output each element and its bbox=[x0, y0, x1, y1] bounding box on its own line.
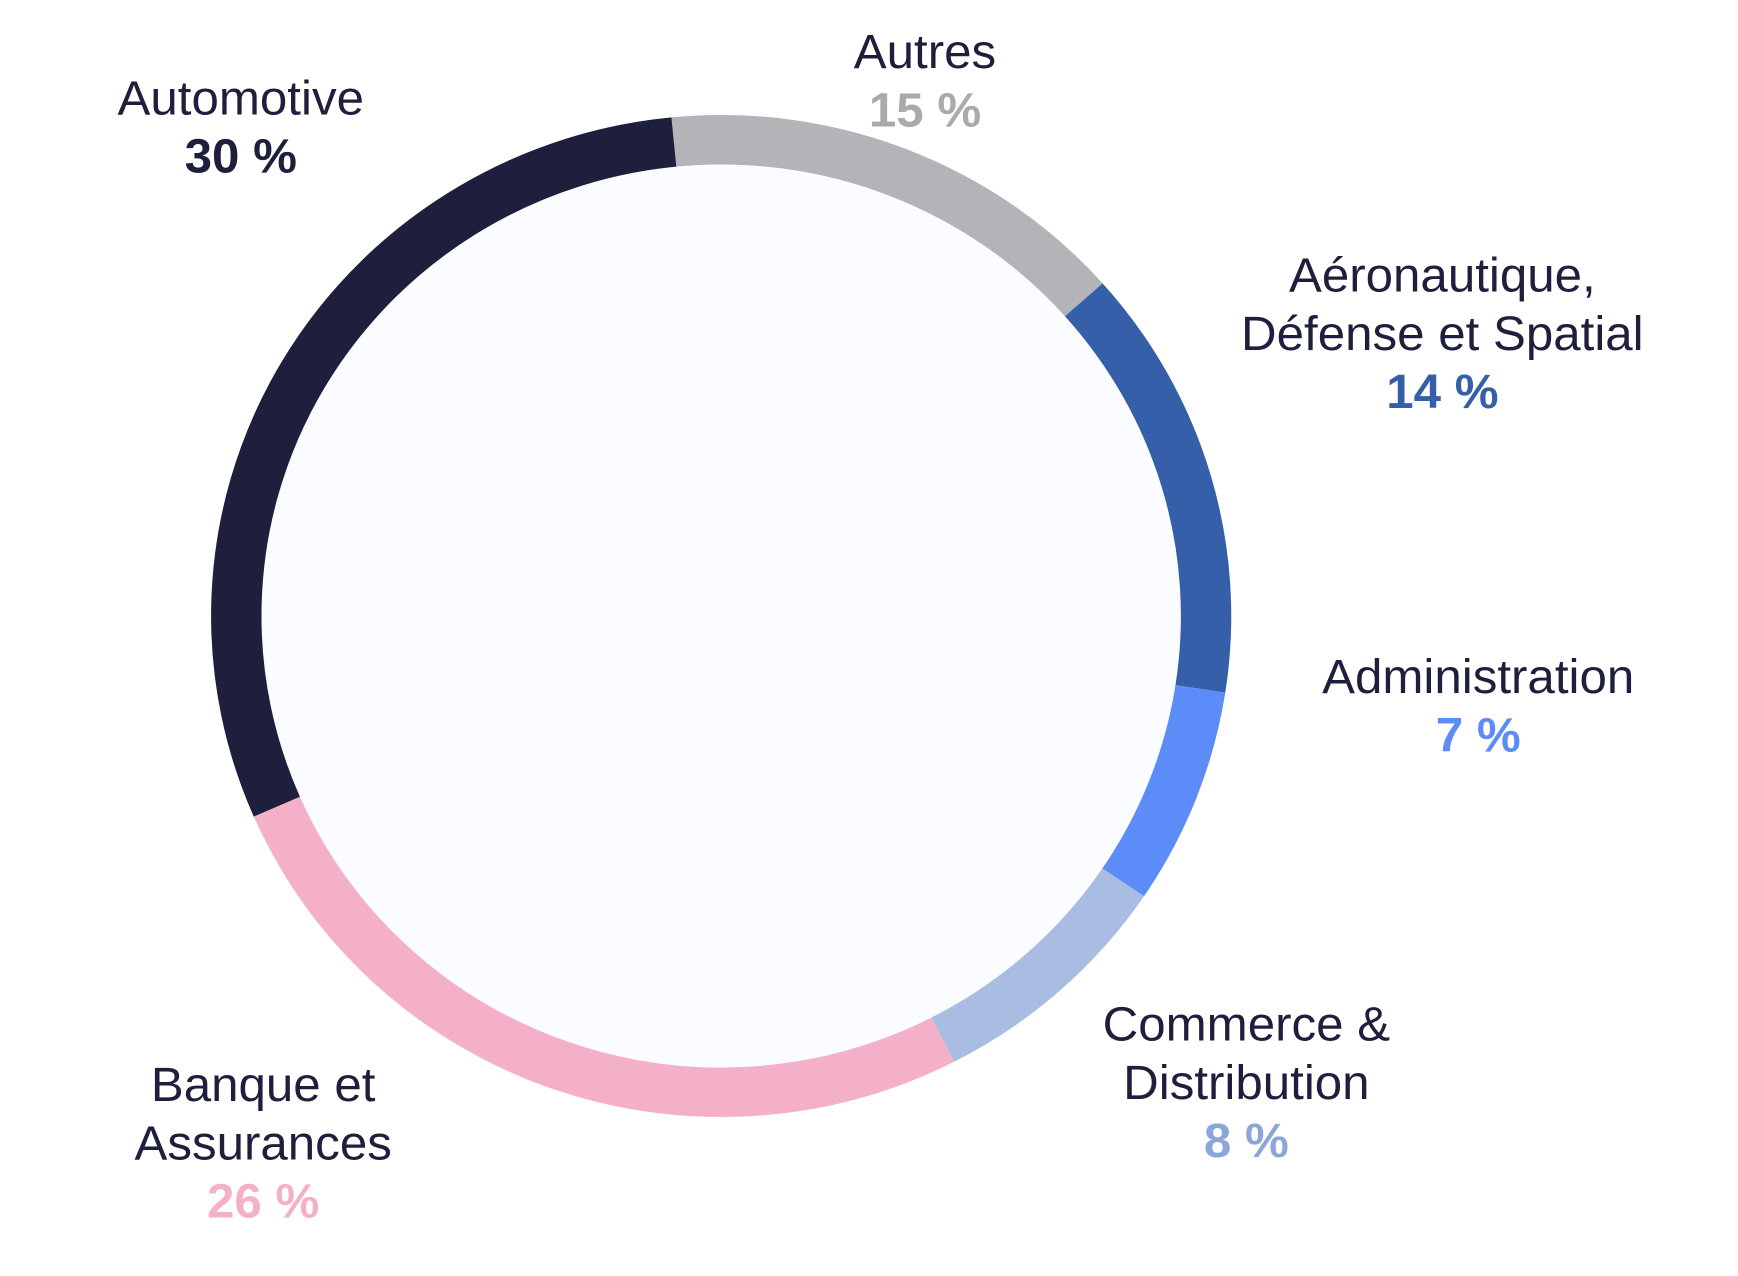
slice-value-label: 7 % bbox=[1436, 709, 1521, 763]
slice-banque-et bbox=[253, 796, 955, 1117]
slice-label: Banque et bbox=[151, 1058, 376, 1112]
slice-value-label: 26 % bbox=[207, 1175, 319, 1229]
slice-value-label: 30 % bbox=[185, 130, 297, 184]
slice-label: Aéronautique, bbox=[1289, 249, 1596, 303]
slice-label: Autres bbox=[854, 26, 996, 80]
slice-commerce bbox=[931, 868, 1145, 1062]
slice-label: Commerce & bbox=[1103, 998, 1390, 1052]
slice-a-ronautique bbox=[1064, 283, 1232, 693]
slice-value-label: 8 % bbox=[1204, 1115, 1289, 1169]
slice-value-label: 15 % bbox=[869, 84, 981, 138]
slices bbox=[211, 115, 1232, 1117]
slice-label: Défense et Spatial bbox=[1241, 307, 1644, 361]
slice-automotive bbox=[211, 117, 677, 817]
slice-label: Distribution bbox=[1123, 1056, 1369, 1110]
slice-autres bbox=[671, 115, 1103, 317]
slice-value-label: 14 % bbox=[1386, 365, 1498, 419]
slice-label: Automotive bbox=[118, 72, 364, 126]
slice-administration bbox=[1102, 684, 1226, 897]
slice-label: Administration bbox=[1322, 650, 1634, 704]
donut-center bbox=[259, 162, 1183, 1070]
slice-label: Assurances bbox=[134, 1117, 391, 1171]
